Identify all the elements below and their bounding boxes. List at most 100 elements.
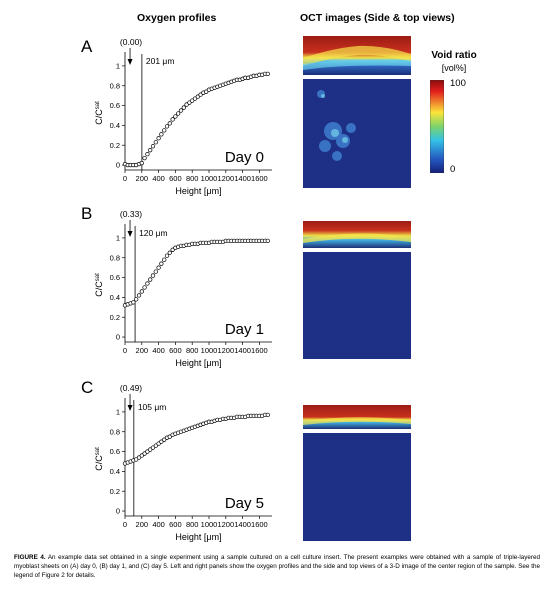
oxygen-profile-chart-b: 0 200 400 600 800 1000 1200 1400 1600 0 0.2 0.4 0.6 0…: [94, 209, 272, 368]
oct-top-view-b: [303, 252, 411, 359]
data-point: [187, 100, 192, 105]
data-point: [167, 121, 172, 126]
surface-arrow-head: [127, 405, 133, 411]
y-tick-label: 0: [116, 333, 120, 342]
data-point: [153, 269, 158, 274]
x-axis-label: Height [μm]: [175, 186, 221, 196]
y-tick-label: 0.8: [110, 253, 120, 262]
data-point: [181, 105, 186, 110]
data-point: [162, 128, 167, 133]
y-tick-label: 0.6: [110, 447, 120, 456]
thickness-label: 201 μm: [146, 56, 175, 66]
data-point: [156, 265, 161, 270]
x-tick-label: 1000: [201, 174, 218, 183]
y-tick-label: 1: [116, 62, 120, 71]
x-tick-label: 600: [169, 346, 182, 355]
data-point: [136, 455, 142, 460]
x-tick-label: 400: [152, 174, 165, 183]
day-label: Day 1: [225, 321, 264, 338]
x-tick-label: 1600: [251, 520, 268, 529]
data-point: [142, 451, 147, 456]
data-point: [167, 434, 172, 439]
data-point: [176, 111, 181, 116]
data-point: [164, 124, 170, 129]
y-axis-label: C/Csat: [94, 447, 104, 471]
y-axis-label: C/Csat: [94, 101, 104, 125]
y-tick-label: 0.2: [110, 487, 120, 496]
y-tick-label: 1: [116, 408, 120, 417]
data-point: [150, 273, 156, 278]
oct-images-b: [303, 221, 411, 359]
x-tick-label: 1200: [217, 346, 234, 355]
y-tick-label: 0: [116, 161, 120, 170]
data-point: [190, 98, 195, 103]
y-tick-label: 0.4: [110, 121, 120, 130]
data-point: [148, 447, 153, 452]
surface-arrow-head: [127, 231, 133, 237]
data-point: [170, 117, 175, 122]
oct-top-view-c: [303, 433, 411, 541]
surface-value-label: (0.49): [120, 383, 142, 393]
y-tick-label: 0.2: [110, 141, 120, 150]
data-point: [204, 89, 209, 94]
data-point: [173, 114, 178, 119]
y-tick-label: 0: [116, 507, 120, 516]
panel-letter-a: A: [81, 37, 93, 56]
data-point: [153, 140, 158, 145]
x-tick-label: 400: [152, 346, 165, 355]
data-point: [159, 132, 164, 137]
x-tick-label: 800: [186, 346, 199, 355]
data-point: [178, 108, 184, 113]
x-axis-label: Height [μm]: [175, 532, 221, 542]
oct-images-header: OCT images (Side & top views): [300, 12, 455, 24]
y-tick-label: 0.6: [110, 101, 120, 110]
x-tick-label: 200: [136, 520, 149, 529]
data-point: [162, 437, 167, 442]
data-point: [184, 102, 189, 107]
caption-text: An example data set obtained in a single…: [14, 554, 541, 580]
data-point: [134, 297, 139, 302]
data-point: [156, 441, 161, 446]
x-tick-label: 0: [123, 520, 127, 529]
y-tick-label: 0.4: [110, 467, 120, 476]
caption-label: FIGURE 4.: [14, 554, 46, 561]
data-point: [148, 277, 153, 282]
data-point: [265, 238, 270, 244]
data-point: [145, 281, 150, 286]
x-tick-label: 800: [186, 520, 199, 529]
data-point: [150, 445, 156, 450]
data-point: [145, 151, 150, 157]
data-point: [139, 160, 144, 166]
data-point: [153, 443, 158, 448]
data-point: [139, 453, 144, 458]
data-point: [195, 94, 200, 99]
data-point: [164, 253, 170, 258]
day-label: Day 5: [225, 495, 264, 512]
data-point: [142, 285, 147, 290]
x-tick-label: 200: [136, 174, 149, 183]
data-point: [265, 71, 270, 76]
oxygen-profile-chart-c: 0 200 400 600 800 1000 1200 1400 1600 0 0.2 0.4 0.6 0…: [94, 383, 272, 542]
x-tick-label: 1600: [251, 346, 268, 355]
x-tick-label: 400: [152, 520, 165, 529]
data-point: [139, 289, 144, 294]
data-point: [198, 92, 203, 97]
y-tick-label: 0.6: [110, 273, 120, 282]
oct-images-c: [303, 405, 411, 541]
data-point: [131, 300, 136, 305]
x-tick-label: 1600: [251, 174, 268, 183]
data-point: [159, 261, 164, 266]
data-point: [150, 144, 156, 149]
x-axis-label: Height [μm]: [175, 358, 221, 368]
thickness-label: 105 μm: [138, 402, 167, 412]
data-point: [159, 439, 164, 444]
x-tick-label: 1200: [217, 174, 234, 183]
legend-max-label: 100: [450, 78, 466, 89]
data-point: [162, 257, 167, 262]
data-point: [170, 247, 175, 252]
x-tick-label: 0: [123, 174, 127, 183]
surface-value-label: (0.00): [120, 37, 142, 47]
y-axis-label: C/Csat: [94, 273, 104, 297]
data-point: [148, 148, 153, 153]
x-tick-label: 1000: [201, 520, 218, 529]
